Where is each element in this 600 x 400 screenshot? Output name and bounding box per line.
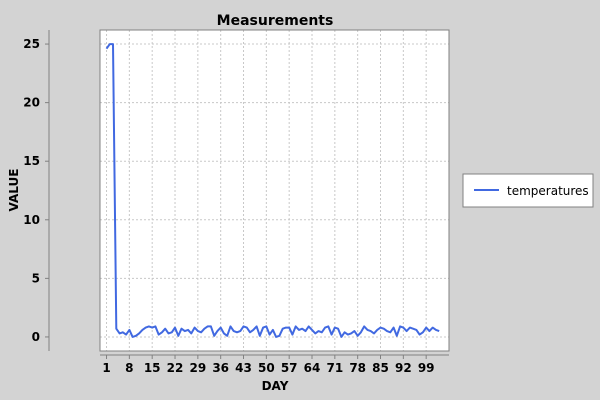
y-tick-label: 25 <box>23 37 40 51</box>
grid <box>100 30 449 351</box>
x-tick-label: 64 <box>304 361 321 375</box>
x-tick-label: 57 <box>281 361 298 375</box>
x-tick-label: 43 <box>235 361 252 375</box>
x-tick-label: 71 <box>326 361 343 375</box>
x-tick-label: 15 <box>144 361 161 375</box>
x-tick-label: 36 <box>212 361 229 375</box>
y-axis-label: VALUE <box>7 169 21 212</box>
x-tick-label: 92 <box>395 361 412 375</box>
series-group <box>105 43 440 338</box>
chart-title: Measurements <box>217 13 334 29</box>
y-tick-label: 0 <box>32 330 40 344</box>
plot-border <box>99 29 450 352</box>
x-tick-label: 85 <box>372 361 389 375</box>
axes <box>48 30 449 356</box>
x-axis-label: DAY <box>262 379 289 393</box>
x-tick-label: 22 <box>167 361 184 375</box>
plot-area <box>100 30 449 351</box>
x-tick-label: 78 <box>349 361 366 375</box>
x-tick-label: 50 <box>258 361 275 375</box>
x-tick-label: 8 <box>125 361 133 375</box>
x-tick-label: 1 <box>102 361 110 375</box>
x-tick-label: 99 <box>418 361 435 375</box>
x-tick-label: 29 <box>189 361 206 375</box>
ticks: 0 5 10 15 20 25 1 8 15 22 29 36 43 50 57 64 71 78 85 92 99 <box>23 37 434 375</box>
legend-label: temperatures <box>507 184 589 198</box>
legend: temperatures <box>462 173 594 208</box>
y-tick-label: 10 <box>23 213 40 227</box>
y-tick-label: 5 <box>32 271 40 285</box>
series-line-temperatures <box>105 43 440 338</box>
y-tick-label: 15 <box>23 154 40 168</box>
y-tick-label: 20 <box>23 96 40 110</box>
